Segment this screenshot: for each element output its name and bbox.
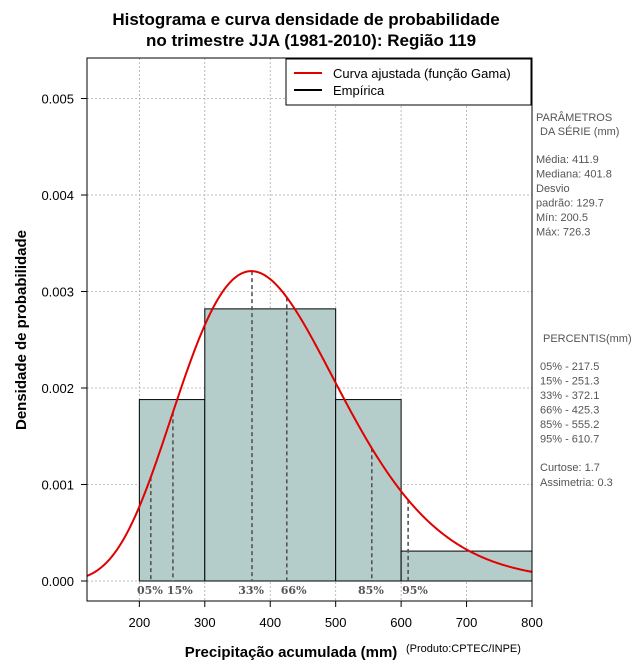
histogram-bar-4 <box>400 550 533 582</box>
x-tick-label: 700 <box>456 615 478 630</box>
param-line: Mín: 200.5 <box>536 212 588 224</box>
y-tick-label: 0.004 <box>41 188 74 203</box>
percentile-label-95%: 95% <box>402 584 428 597</box>
params-list: Média: 411.9 Mediana: 401.8 Desvio padrão: … <box>536 154 612 239</box>
percentil-line: 33% - 372.1 <box>540 390 599 402</box>
param-line: Desvio <box>536 183 570 195</box>
percentil-line: 05% - 217.5 <box>540 361 599 373</box>
x-tick-label: 200 <box>129 615 151 630</box>
chart-title-line1: Histograma e curva densidade de probabil… <box>112 10 499 29</box>
x-tick-label: 500 <box>325 615 347 630</box>
y-tick-label: 0.001 <box>41 478 74 493</box>
stat-line: Curtose: 1.7 <box>540 462 600 474</box>
percentile-markers: 05% 15% 33% 66% 85% 95% <box>137 271 428 597</box>
percentile-label-15%: 15% <box>167 584 193 597</box>
y-tick-label: 0.003 <box>41 285 74 300</box>
percentil-line: 85% - 555.2 <box>540 419 599 431</box>
param-line: Máx: 726.3 <box>536 227 590 239</box>
percentis-heading: PERCENTIS(mm) <box>543 333 632 345</box>
histogram-bar-1 <box>138 399 206 582</box>
legend-label-curve: Curva ajustada (função Gama) <box>333 66 511 81</box>
y-tick-label: 0.000 <box>41 574 74 589</box>
gamma-curve <box>86 270 533 577</box>
params-heading-2: DA SÉRIE (mm) <box>540 125 619 138</box>
plot-frame <box>86 57 533 602</box>
param-line: padrão: 129.7 <box>536 198 604 210</box>
legend: Curva ajustada (função Gama) Empírica <box>285 58 532 106</box>
param-line: Média: 411.9 <box>536 154 599 166</box>
percentile-label-05%: 05% <box>137 584 163 597</box>
param-line: Mediana: 401.8 <box>536 169 612 181</box>
percentile-label-85%: 85% <box>358 584 384 597</box>
histogram-bar-3 <box>335 399 402 582</box>
stat-line: Assimetria: 0.3 <box>540 477 613 489</box>
params-heading-1: PARÂMETROS <box>536 111 612 124</box>
percentile-label-33%: 33% <box>238 584 264 597</box>
x-tick-label: 300 <box>194 615 216 630</box>
product-credit: (Produto:CPTEC/INPE) <box>406 643 521 655</box>
chart-title-line2: no trimestre JJA (1981-2010): Região 119 <box>146 31 476 50</box>
percentil-line: 15% - 251.3 <box>540 376 599 388</box>
percentis-list: 05% - 217.5 15% - 251.3 33% - 372.1 66% - 4… <box>540 361 599 446</box>
axis-ticks: 200 300 400 500 600 700 800 0.000 0.001 0.002 0.00… <box>41 92 542 631</box>
side-panel: PARÂMETROS DA SÉRIE (mm) Média: 411.9 Med… <box>536 111 632 489</box>
x-tick-label: 800 <box>521 615 543 630</box>
x-axis-title: Precipitação acumulada (mm) <box>185 644 398 660</box>
x-tick-label: 600 <box>390 615 412 630</box>
legend-label-empirical: Empírica <box>333 83 385 98</box>
histogram-bars <box>138 308 533 582</box>
percentil-line: 66% - 425.3 <box>540 405 599 417</box>
y-tick-label: 0.005 <box>41 92 74 107</box>
gamma-curve-layer <box>86 270 533 577</box>
percentile-label-66%: 66% <box>281 584 307 597</box>
legend-box <box>285 58 532 106</box>
y-axis-title: Densidade de probabilidade <box>13 230 30 430</box>
x-tick-label: 400 <box>259 615 281 630</box>
histogram-bar-2 <box>204 308 337 582</box>
y-tick-label: 0.002 <box>41 381 74 396</box>
percentil-line: 95% - 610.7 <box>540 434 599 446</box>
stats-list: Curtose: 1.7 Assimetria: 0.3 <box>540 462 613 489</box>
